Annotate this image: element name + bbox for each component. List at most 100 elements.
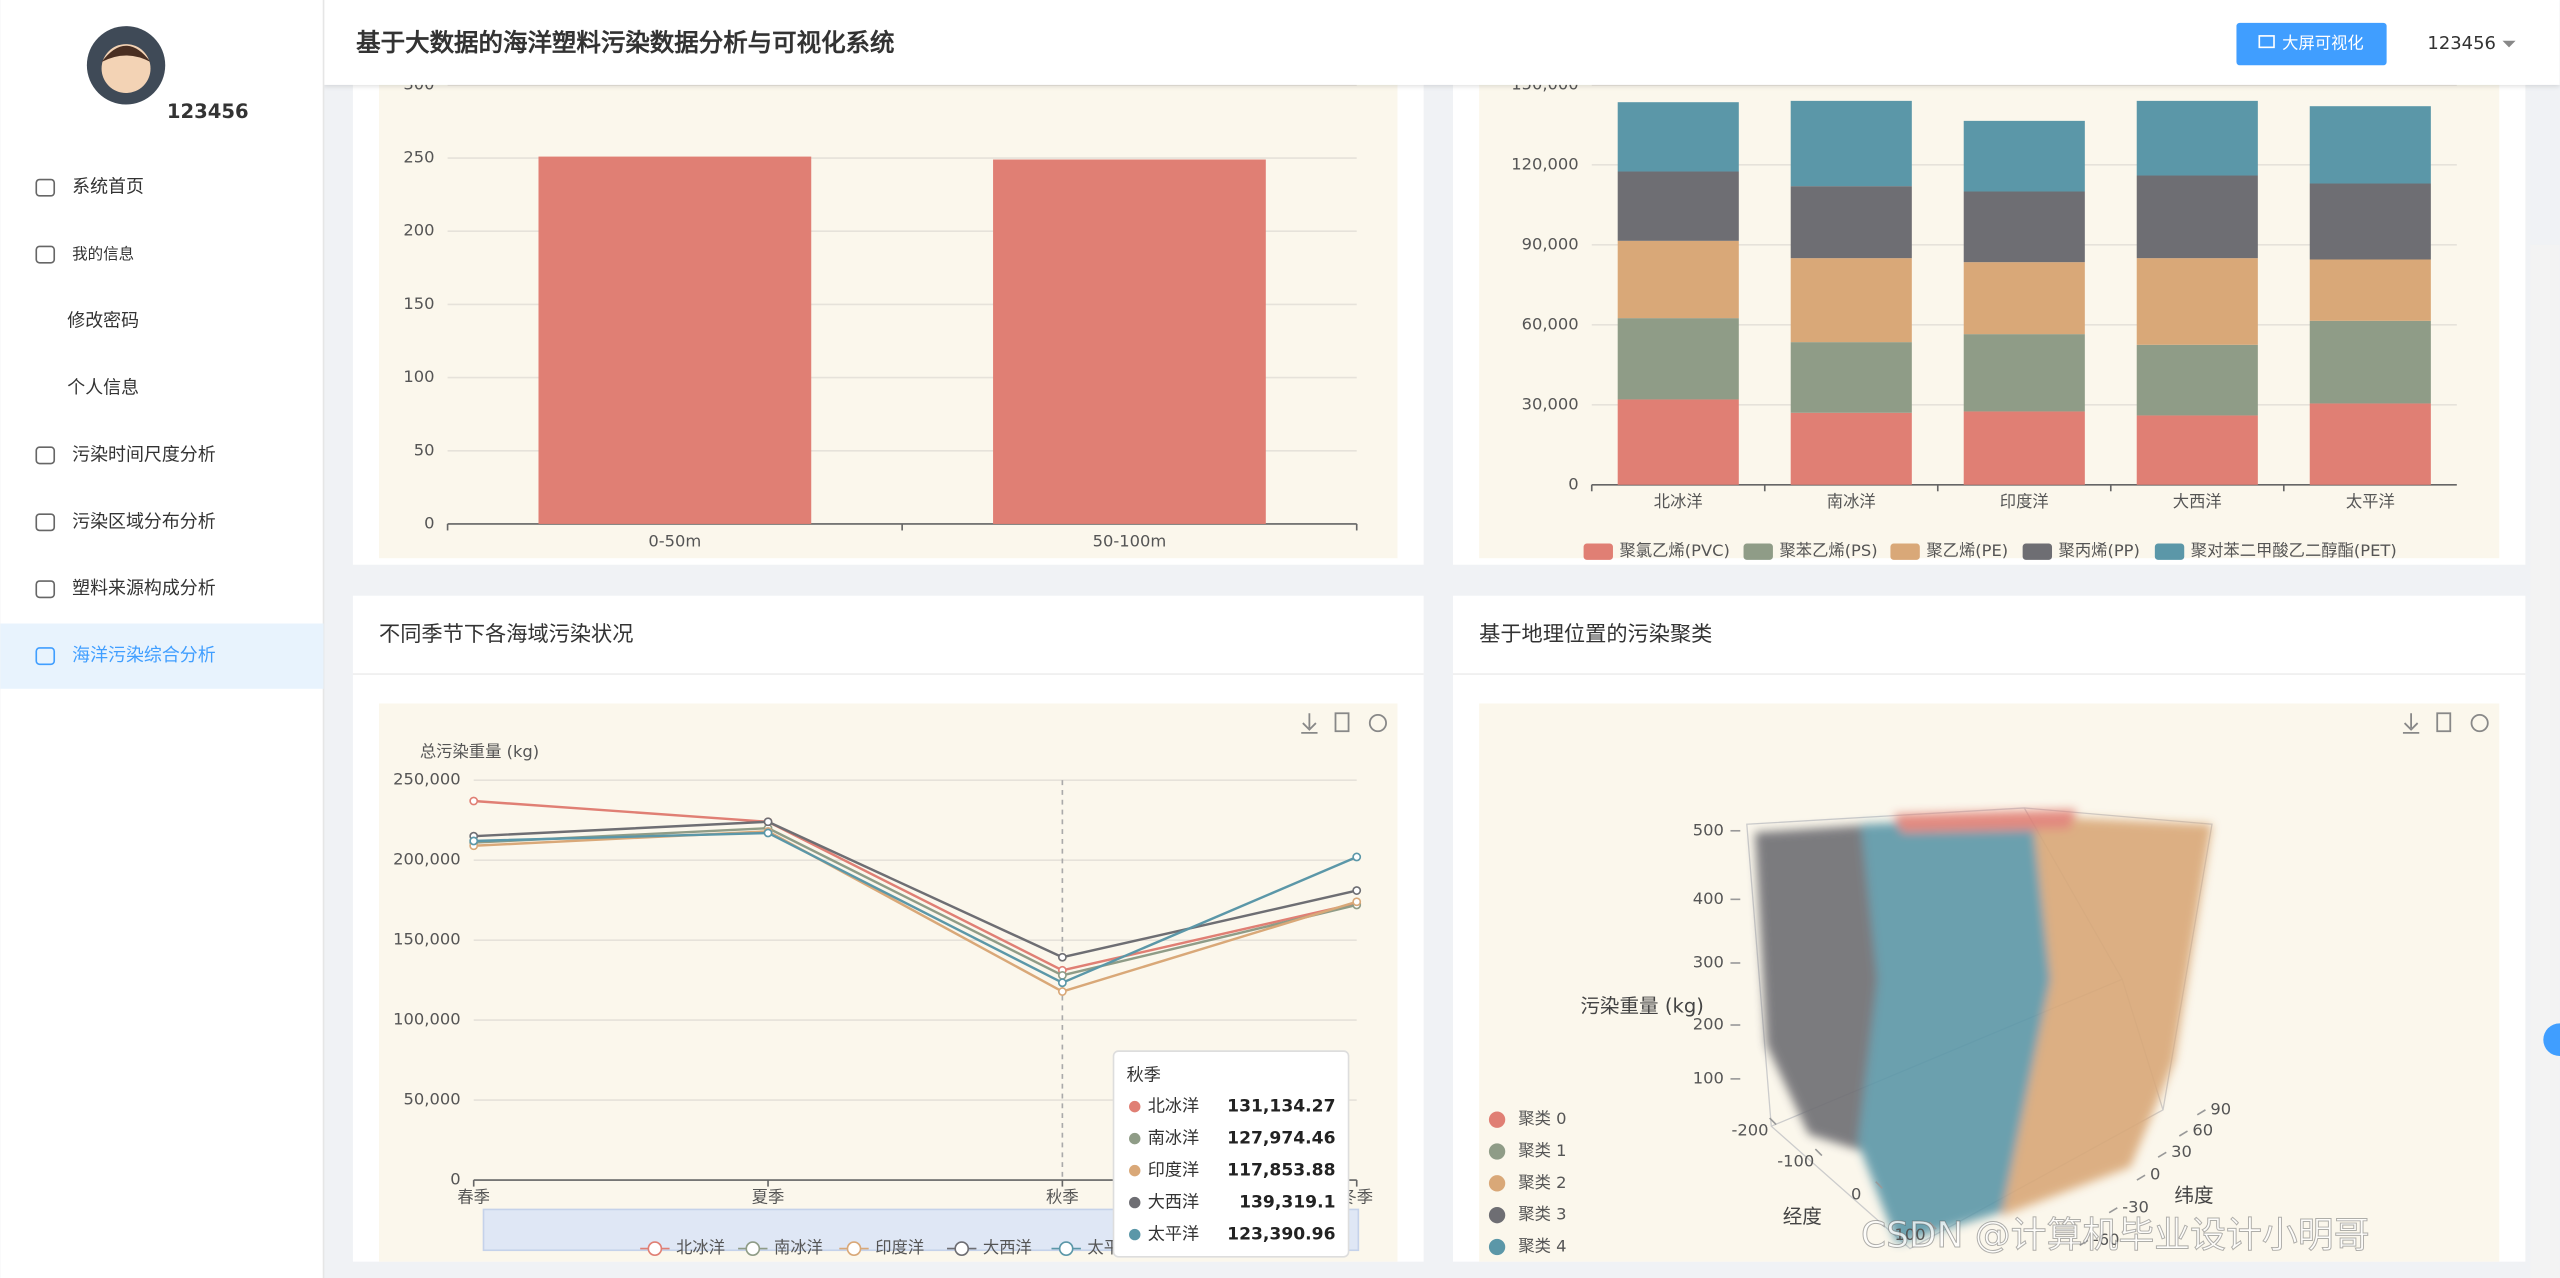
bar-segment: [1617, 102, 1739, 172]
menu-icon: [35, 647, 56, 666]
y-tick-label: 0: [2150, 1165, 2160, 1184]
bar-segment: [2136, 258, 2258, 345]
y-tick-label: 50: [414, 440, 435, 459]
side-tab[interactable]: [2543, 1023, 2560, 1057]
y-tick-label: 250,000: [393, 770, 460, 789]
bar-segment: [2309, 320, 2431, 404]
legend-marker: [1488, 1111, 1506, 1128]
tooltip-name: 印度洋: [1148, 1161, 1199, 1181]
button-icon: [2258, 35, 2275, 49]
user-menu[interactable]: 123456: [2427, 33, 2495, 54]
username: 123456: [167, 100, 249, 123]
x-tick-label: 秋季: [1046, 1188, 1079, 1207]
line: [473, 830, 1358, 993]
x-tick-label: 北冰洋: [1654, 492, 1703, 511]
menu-item[interactable]: 修改密码: [67, 311, 139, 332]
menu-icon: [35, 178, 56, 197]
bar-segment: [2136, 415, 2258, 485]
menu-item[interactable]: 个人信息: [67, 377, 139, 398]
bar-segment: [1617, 171, 1739, 241]
z-tick-label: 500: [1693, 820, 1724, 839]
menu-item[interactable]: 系统首页: [72, 177, 144, 198]
y-tick-label: 150,000: [393, 930, 460, 949]
y-tick: [2196, 1109, 2206, 1116]
x-tick-label: 夏季: [752, 1188, 785, 1207]
menu-item[interactable]: 我的信息: [72, 245, 134, 263]
legend-swatch: [1583, 543, 1613, 560]
x-tick: [1929, 1221, 1937, 1230]
cluster-cloud: [1893, 809, 2077, 833]
line: [473, 831, 1358, 985]
legend-label[interactable]: 聚类 2: [1518, 1173, 1566, 1192]
legend-swatch: [1743, 543, 1773, 560]
tooltip-value: 127,974.46: [1227, 1129, 1335, 1149]
menu-item[interactable]: 塑料来源构成分析: [72, 578, 216, 599]
x-tick-label: 0-50m: [648, 531, 701, 550]
avatar-hair: [101, 45, 151, 63]
legend-label[interactable]: 聚类 1: [1518, 1141, 1566, 1160]
line: [473, 826, 1357, 977]
legend-label[interactable]: 聚类 0: [1518, 1109, 1566, 1128]
legend-label[interactable]: 聚对苯二甲酸乙二醇酯(PET): [2191, 541, 2397, 560]
y-tick-label: -30: [2122, 1197, 2149, 1216]
menu-item[interactable]: 污染时间尺度分析: [72, 444, 216, 465]
point: [763, 828, 773, 838]
screen-button-label[interactable]: 大屏可视化: [2282, 34, 2364, 53]
legend-swatch: [1890, 543, 1920, 560]
tooltip-value: 139,319.1: [1239, 1193, 1335, 1213]
y-tick-label: 60,000: [1522, 314, 1579, 333]
tooltip-title: 秋季: [1127, 1066, 1161, 1086]
bar: [993, 159, 1266, 524]
bar-segment: [1790, 412, 1912, 485]
legend-label[interactable]: 聚乙烯(PE): [1926, 541, 2008, 560]
screen-button[interactable]: [2236, 22, 2387, 66]
y-tick-label: 250: [403, 148, 434, 167]
legend-marker: [1488, 1207, 1506, 1224]
bar: [538, 156, 812, 524]
bar-segment: [2309, 259, 2431, 321]
bar-segment: [1790, 258, 1912, 343]
header: [323, 0, 2560, 85]
tooltip: [1112, 1050, 1350, 1258]
y-tick-label: 90: [2210, 1099, 2231, 1118]
legend-marker: [846, 1241, 862, 1256]
bar-segment: [1790, 342, 1912, 413]
menu-item[interactable]: 海洋污染综合分析: [72, 645, 216, 666]
legend-swatch: [2154, 543, 2185, 560]
tooltip-marker: [1129, 1228, 1141, 1241]
cluster-cloud: [1754, 824, 1886, 1151]
y-tick-label: 0: [450, 1170, 460, 1189]
legend-label[interactable]: 大西洋: [983, 1238, 1032, 1257]
legend-marker: [1488, 1238, 1506, 1256]
toolbox[interactable]: [1301, 712, 2489, 734]
x-tick-label: 100: [1894, 1225, 1925, 1244]
line: [473, 799, 1357, 972]
legend-label[interactable]: 聚丙烯(PP): [2059, 541, 2140, 560]
y-tick-label: 0: [1568, 474, 1578, 493]
legend-label[interactable]: 聚类 4: [1518, 1236, 1566, 1255]
tooltip-name: 大西洋: [1148, 1193, 1199, 1213]
bar-segment: [2136, 344, 2258, 416]
legend-label[interactable]: 南冰洋: [774, 1238, 823, 1257]
tooltip-value: 131,134.27: [1227, 1097, 1335, 1117]
legend-label[interactable]: 聚类 3: [1518, 1205, 1566, 1224]
legend-label[interactable]: 印度洋: [875, 1238, 924, 1257]
legend-label[interactable]: 聚氯乙烯(PVC): [1619, 541, 1729, 560]
y-tick-label: 120,000: [1511, 154, 1578, 173]
cluster-clouds: [1754, 809, 2212, 1244]
scrollbar[interactable]: [2530, 244, 2560, 1278]
legend-label[interactable]: 北冰洋: [676, 1238, 725, 1257]
menu: 系统首页我的信息修改密码个人信息污染时间尺度分析污染区域分布分析塑料来源构成分析…: [0, 177, 324, 689]
cluster-cloud: [1857, 816, 2054, 1244]
menu-item[interactable]: 污染区域分布分析: [72, 511, 216, 532]
bar-segment: [1617, 240, 1739, 319]
menu-icon: [35, 580, 56, 599]
bar-segment: [2309, 403, 2431, 485]
tooltip-value: 117,853.88: [1227, 1161, 1335, 1181]
z-tick-label: 300: [1693, 952, 1724, 971]
y-tick-label: 150: [403, 294, 434, 313]
x-tick-label: 印度洋: [2000, 492, 2049, 511]
legend-label[interactable]: 聚苯乙烯(PS): [1779, 541, 1877, 560]
x-axis-title: 经度: [1783, 1205, 1822, 1228]
